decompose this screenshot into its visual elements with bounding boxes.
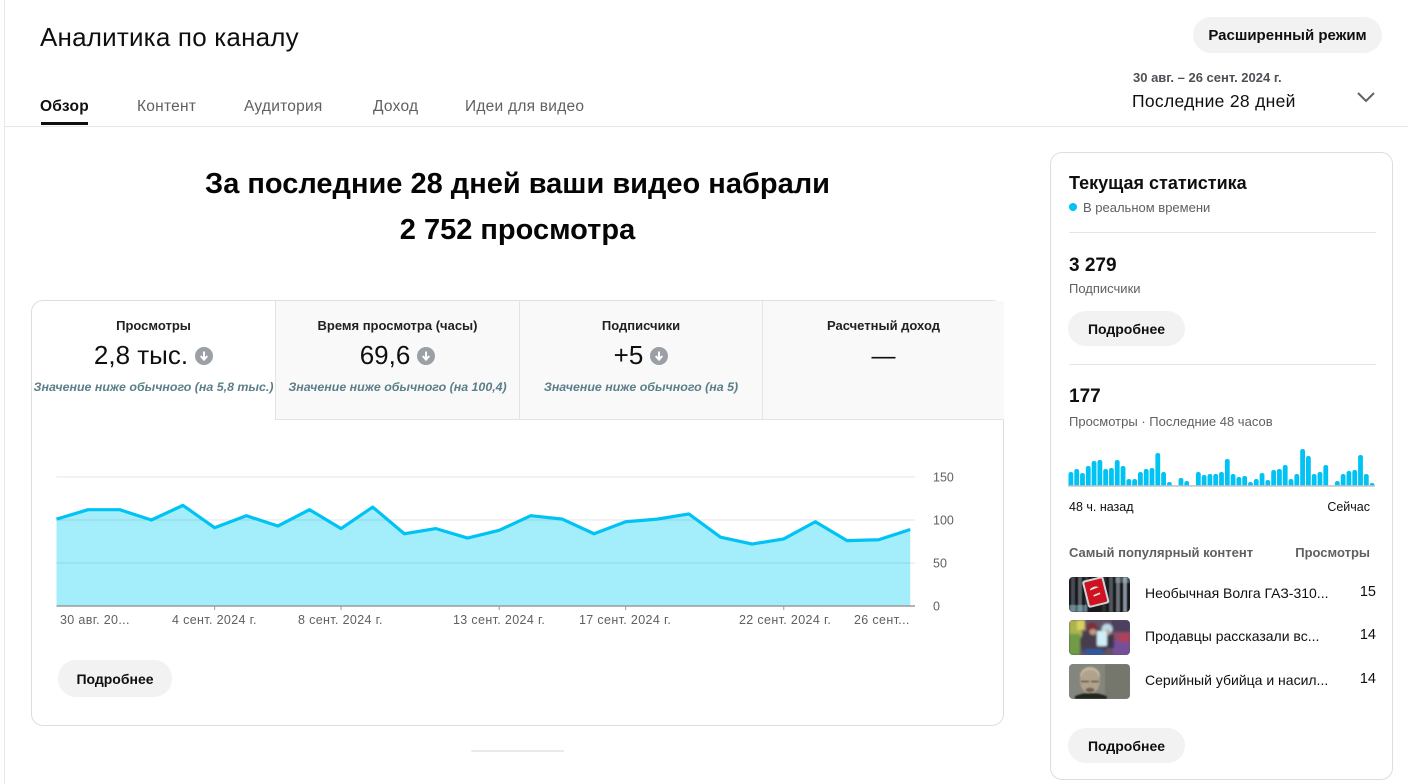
- svg-text:0: 0: [933, 600, 940, 614]
- svg-text:100: 100: [933, 514, 954, 528]
- svg-text:50: 50: [933, 557, 947, 571]
- svg-text:150: 150: [933, 471, 954, 485]
